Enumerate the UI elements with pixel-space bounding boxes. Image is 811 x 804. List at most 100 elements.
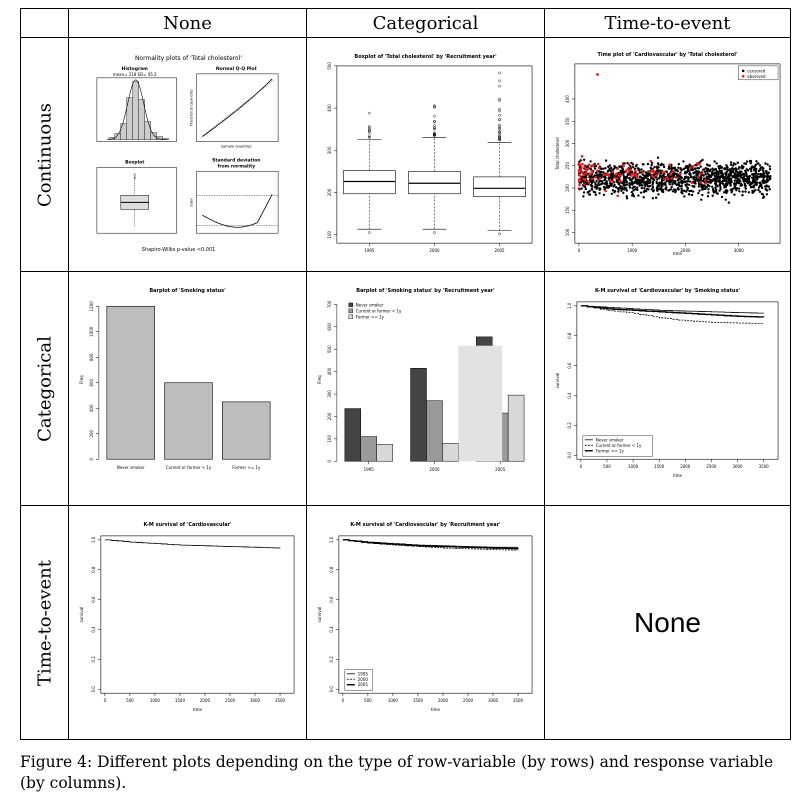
timeplot-point-censored (670, 185, 673, 189)
timeplot-point-observed (596, 162, 600, 166)
boxyear-outlier (498, 109, 501, 113)
timeplot-point-censored (645, 176, 648, 179)
timeplot-point-censored (630, 170, 634, 174)
timeplot-point-censored (715, 191, 718, 195)
timeplot-point-censored (611, 168, 614, 172)
hist-bar (138, 99, 145, 140)
timeplot-point-censored (726, 170, 729, 173)
barplot-smoking-ytick-label: 1000 (89, 326, 94, 337)
timeplot-point-censored (747, 181, 750, 184)
timeplot-point-censored (597, 181, 600, 185)
normality-title: Normality plots of 'Total cholesterol' (135, 55, 242, 62)
timeplot-legend-observed-marker (741, 75, 745, 78)
timeplot-point-observed (704, 182, 708, 185)
timeplot-point-censored (611, 189, 615, 192)
timeplot-point-observed (611, 180, 615, 183)
timeplot-point-censored (688, 163, 691, 166)
timeplot-point-censored (647, 181, 650, 185)
barplot-year-legend-label: Never smoker (356, 302, 384, 307)
timeplot-point-censored (646, 162, 650, 166)
barplot-year-ylabel: Freq (317, 375, 322, 384)
timeplot-point-censored (708, 170, 711, 173)
timeplot-point-censored (667, 167, 670, 170)
timeplot-point-censored (613, 164, 616, 168)
timeplot-point-censored (755, 183, 758, 187)
timeplot-point-censored (589, 160, 592, 163)
timeplot-point-observed (596, 73, 599, 76)
timeplot-point-censored (725, 189, 728, 192)
corner-cell (20, 8, 69, 38)
boxyear-outlier (368, 131, 371, 134)
timeplot-point-censored (752, 176, 756, 179)
timeplot-point-observed (578, 168, 582, 172)
timeplot-point-censored (661, 184, 664, 187)
hist-density-line (106, 79, 167, 140)
barplot-year-ytick-label: 400 (327, 367, 332, 375)
boxyear-outlier (498, 79, 501, 83)
timeplot-point-censored (703, 184, 706, 188)
timeplot-point-observed (662, 177, 666, 181)
barplot-smoking-year-chart: Barplot of 'Smoking status' by 'Recruitm… (317, 288, 525, 472)
km-year-ytick-label: 0.2 (329, 656, 334, 663)
barplot-year-xlabel: 2000 (429, 467, 440, 472)
timeplot-ytick-label: 300 (565, 139, 570, 147)
boxyear-outlier (433, 105, 436, 108)
timeplot-point-censored (636, 179, 640, 182)
timeplot-point-observed (651, 170, 654, 173)
km-year-xtick-label: 1000 (388, 698, 399, 703)
timeplot-point-observed (696, 176, 700, 179)
timeplot-point-censored (622, 191, 625, 195)
timeplot-point-censored (640, 183, 643, 187)
timeplot-point-censored (602, 167, 605, 170)
timeplot-point-censored (686, 186, 690, 190)
timeplot-point-observed (691, 164, 695, 168)
timeplot-point-censored (613, 189, 617, 193)
timeplot-point-censored (723, 167, 726, 171)
timeplot-point-censored (701, 188, 704, 191)
timeplot-point-censored (664, 186, 668, 189)
km-smoking-legend-box (582, 435, 653, 457)
timeplot-point-censored (584, 187, 587, 191)
boxyear-outlier (368, 125, 371, 128)
km-all-ytick-label: 0.6 (91, 596, 96, 603)
km-year-xtick-label: 1500 (413, 698, 424, 703)
timeplot-point-censored (673, 188, 677, 192)
timeplot-point-censored (747, 191, 751, 194)
boxyear-outlier (433, 104, 436, 108)
timeplot-point-observed (590, 177, 594, 181)
timeplot-point-observed (594, 176, 598, 179)
km-all-ytick-label: 1.0 (91, 536, 96, 543)
timeplot-point-censored (677, 188, 680, 191)
timeplot-point-censored (664, 188, 668, 191)
timeplot-point-observed (663, 170, 666, 174)
row-header-continuous: Continuous (20, 36, 69, 273)
timeplot-point-censored (753, 167, 756, 170)
timeplot-point-censored (616, 187, 620, 190)
timeplot-point-censored (662, 175, 665, 178)
km-year-xtick-label: 3500 (513, 698, 524, 703)
boxyear-outlier (498, 118, 501, 122)
km-smoking-curve (580, 305, 765, 318)
timeplot-point-observed (608, 179, 612, 183)
timeplot-point-censored (622, 184, 625, 187)
km-year-frame (338, 535, 533, 694)
timeplot-point-observed (580, 166, 583, 169)
boxyear-outlier (433, 114, 436, 118)
timeplot-point-censored (729, 171, 732, 175)
timeplot-point-censored (580, 187, 583, 190)
timeplot-point-censored (645, 187, 649, 191)
timeplot-point-censored (720, 180, 724, 184)
boxyear-outlier (498, 71, 501, 75)
timeplot-point-observed (615, 172, 619, 175)
timeplot-point-censored (631, 187, 634, 190)
timeplot-point-observed (577, 163, 581, 167)
km-smoking-curve (580, 305, 765, 314)
timeplot-point-censored (647, 185, 651, 188)
timeplot-point-censored (733, 182, 736, 185)
timeplot-point-censored (749, 160, 753, 163)
figure-grid: None Categorical Time-to-event Continuou… (20, 8, 791, 741)
timeplot-point-observed (635, 176, 639, 179)
timeplot-point-censored (607, 165, 610, 168)
timeplot-xtick-label: 3000 (734, 248, 745, 253)
timeplot-point-censored (689, 173, 692, 177)
